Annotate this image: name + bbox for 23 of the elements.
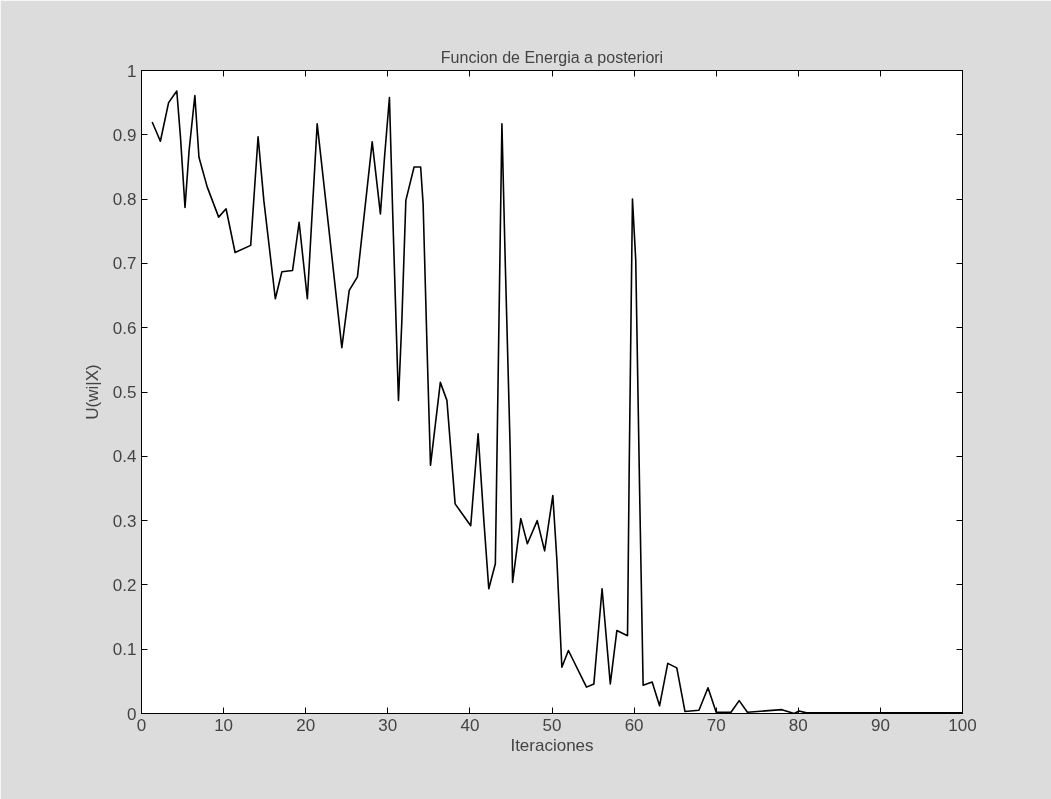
x-tick-label: 50 (542, 715, 562, 735)
y-tick-label: 0.4 (112, 447, 137, 467)
y-tick-label: 0.3 (112, 511, 137, 531)
y-tick-label: 0.9 (112, 125, 137, 145)
y-tick-label: 0.6 (112, 318, 137, 338)
x-tick-label: 40 (460, 715, 480, 735)
x-tick-label: 70 (706, 715, 726, 735)
chart-title: Funcion de Energia a posteriori (440, 48, 664, 66)
y-tick-label: 0.8 (112, 190, 137, 210)
x-tick-label: 10 (214, 715, 234, 735)
y-tick-label: 0.7 (112, 254, 137, 274)
x-axis-title: Iteraciones (510, 735, 594, 755)
x-tick-label: 20 (296, 715, 316, 735)
x-tick-label: 90 (870, 715, 890, 735)
x-tick-label: 100 (948, 715, 977, 735)
y-tick-label: 0.2 (112, 575, 137, 595)
y-tick-label: 0.1 (112, 640, 137, 660)
x-tick-label: 80 (788, 715, 808, 735)
y-tick-label: 1 (127, 61, 137, 81)
y-axis-title: U(wi|X) (82, 364, 102, 420)
y-tick-label: 0.5 (112, 383, 137, 402)
x-tick-label: 60 (624, 715, 644, 735)
x-tick-label: 30 (378, 715, 398, 735)
